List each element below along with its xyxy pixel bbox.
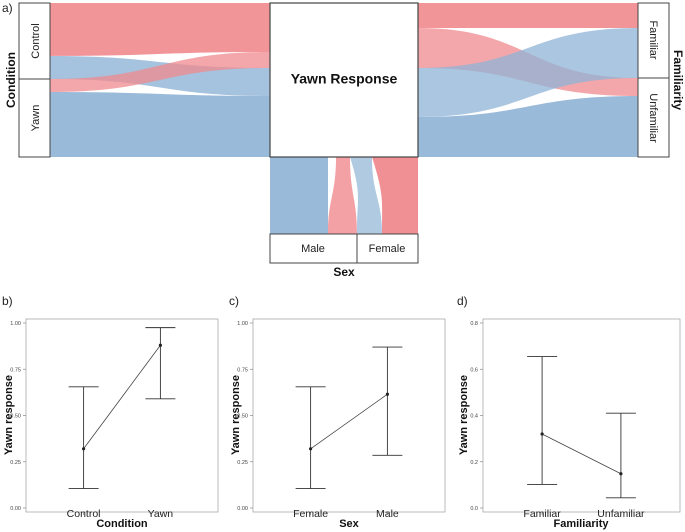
flow-no-to-female bbox=[350, 157, 382, 234]
xlabel-c: Sex bbox=[339, 518, 359, 530]
y-tick-label: 0.2 bbox=[470, 460, 478, 466]
point-unfamiliar bbox=[619, 472, 623, 476]
familiarity-unfamiliar-label: Unfamiliar bbox=[647, 93, 659, 143]
trend-line bbox=[541, 433, 622, 475]
y-tick-label: 0.50 bbox=[10, 414, 21, 420]
ylabel-d: Yawn response bbox=[458, 375, 470, 455]
condition-control-box bbox=[18, 2, 51, 80]
flow-yes-to-male bbox=[328, 157, 357, 234]
ylabel-c: Yawn response bbox=[230, 375, 242, 455]
flow-yes-to-female bbox=[372, 157, 418, 234]
chart-panel-d: d) Yawn response Familiarity 0.0 0.2 0.4 0.… bbox=[457, 294, 681, 530]
y-tick-label: 0.0 bbox=[470, 506, 478, 512]
x-tick-label: Familiar bbox=[523, 508, 561, 520]
flow-control-to-yes bbox=[50, 3, 270, 56]
flow-yes-to-familiar bbox=[418, 3, 638, 28]
flow-yawn-to-no bbox=[50, 92, 270, 157]
y-tick-label: 0.25 bbox=[10, 460, 21, 466]
ylabel-b: Yawn response bbox=[3, 375, 15, 455]
panel-label-d: d) bbox=[457, 294, 468, 308]
chart-panel-c: c) Yawn response Sex 0.00 0.25 0.50 0.75 1.0… bbox=[229, 294, 446, 530]
point-yawn bbox=[158, 343, 162, 347]
y-tick-label: 1.00 bbox=[10, 321, 21, 327]
point-female bbox=[309, 447, 313, 451]
x-tick-label: Female bbox=[293, 508, 328, 520]
point-familiar bbox=[540, 432, 544, 436]
y-tick-label: 0.75 bbox=[10, 367, 21, 373]
familiarity-unfamiliar-box bbox=[637, 77, 670, 158]
sex-female-box bbox=[356, 233, 419, 264]
x-tick-label: Unfamiliar bbox=[597, 508, 645, 520]
x-tick-label: Control bbox=[67, 508, 101, 520]
y-tick-label: 0.00 bbox=[237, 506, 248, 512]
xlabel-d: Familiarity bbox=[553, 518, 609, 530]
flow-no-to-familiar bbox=[418, 28, 638, 117]
familiarity-familiar-label: Familiar bbox=[647, 20, 659, 59]
y-tick-label: 0.00 bbox=[10, 506, 21, 512]
condition-yawn-box bbox=[18, 78, 51, 158]
xlabel-b: Condition bbox=[96, 518, 148, 530]
panel-label-b: b) bbox=[2, 294, 13, 308]
familiarity-axis-title: Familiarity bbox=[671, 50, 685, 110]
sex-female-label: Female bbox=[369, 243, 406, 255]
y-tick-label: 0.6 bbox=[470, 367, 478, 373]
flow-yawn-to-yes bbox=[50, 52, 270, 92]
trend-line bbox=[83, 344, 161, 450]
sex-male-label: Male bbox=[301, 243, 325, 255]
y-tick-label: 0.8 bbox=[470, 321, 478, 327]
chart-panel-b: b) Yawn response Condition 0.00 0.25 0.50 0… bbox=[2, 294, 219, 530]
x-tick-label: Male bbox=[376, 508, 399, 520]
yawn-response-label: Yawn Response bbox=[291, 71, 398, 87]
alluvial-panel: a) Yawn Response Control Yawn Condition … bbox=[2, 1, 685, 279]
x-tick-label: Yawn bbox=[148, 508, 174, 520]
y-tick-label: 0.75 bbox=[237, 367, 248, 373]
plot-frame-d bbox=[482, 318, 681, 513]
flow-no-to-unfamiliar bbox=[418, 96, 638, 157]
yawn-response-node bbox=[269, 2, 419, 158]
plot-frame-b bbox=[25, 318, 219, 513]
trend-line bbox=[310, 393, 388, 450]
condition-yawn-label: Yawn bbox=[30, 105, 42, 132]
plot-frame-c bbox=[252, 318, 446, 513]
condition-axis-title: Condition bbox=[4, 52, 18, 108]
sex-axis-title: Sex bbox=[333, 265, 355, 279]
y-tick-label: 0.4 bbox=[470, 414, 478, 420]
y-tick-label: 1.00 bbox=[237, 321, 248, 327]
panel-label-a: a) bbox=[2, 1, 13, 15]
panel-label-c: c) bbox=[229, 294, 239, 308]
familiarity-familiar-box bbox=[637, 2, 670, 79]
y-tick-label: 0.25 bbox=[237, 460, 248, 466]
condition-control-label: Control bbox=[30, 23, 42, 58]
flow-no-to-male bbox=[270, 157, 328, 234]
point-control bbox=[82, 447, 86, 451]
y-tick-label: 0.50 bbox=[237, 414, 248, 420]
point-male bbox=[385, 392, 389, 396]
